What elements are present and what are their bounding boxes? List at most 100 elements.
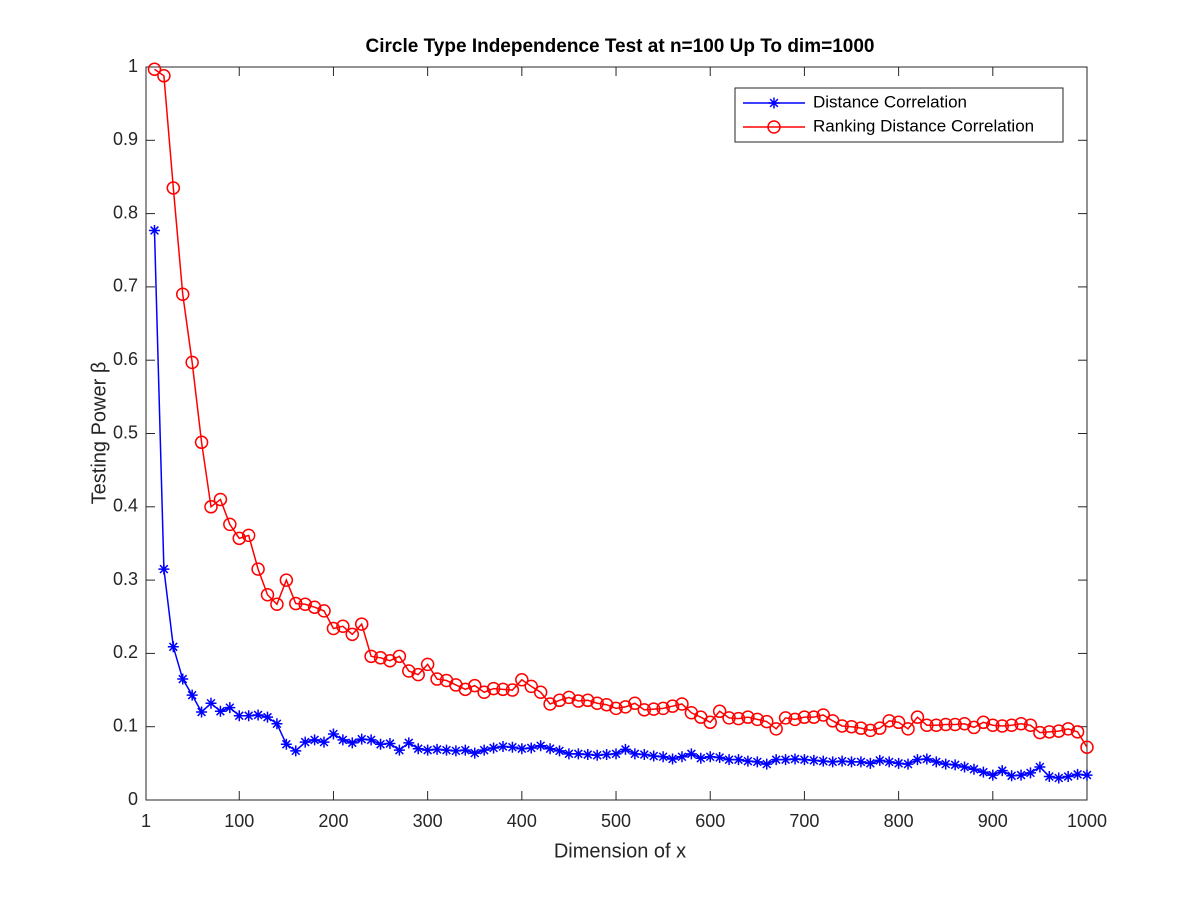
x-tick-label: 600: [695, 811, 725, 831]
x-tick-label: 100: [224, 811, 254, 831]
marker: [863, 723, 878, 738]
marker: [798, 754, 810, 766]
marker: [920, 718, 934, 732]
x-tick-label: 300: [413, 811, 443, 831]
marker: [440, 744, 452, 756]
marker: [996, 765, 1008, 777]
marker: [373, 651, 388, 665]
marker: [759, 714, 774, 729]
marker: [185, 355, 199, 370]
marker: [789, 753, 801, 765]
marker: [177, 673, 189, 685]
marker: [458, 682, 473, 697]
marker: [392, 649, 407, 664]
x-axis-label: Dimension of x: [554, 840, 686, 862]
marker: [515, 673, 529, 687]
marker: [431, 743, 443, 755]
series-line: [153, 230, 1088, 779]
marker: [194, 435, 209, 450]
marker: [703, 715, 717, 730]
marker: [157, 69, 171, 83]
marker: [910, 710, 925, 724]
marker: [893, 757, 905, 769]
marker: [571, 694, 586, 708]
marker: [742, 755, 754, 767]
marker: [411, 667, 425, 682]
marker: [959, 761, 971, 773]
marker: [486, 681, 501, 696]
x-tick-label: 1000: [1067, 811, 1107, 831]
x-tick-label: 800: [884, 811, 914, 831]
marker: [761, 758, 773, 770]
marker: [995, 719, 1009, 733]
marker: [1051, 724, 1066, 738]
marker: [731, 711, 746, 726]
marker: [543, 697, 557, 711]
marker: [318, 736, 330, 748]
marker: [676, 751, 688, 763]
marker: [478, 744, 490, 756]
marker: [224, 702, 236, 714]
marker: [533, 685, 548, 699]
marker: [704, 751, 716, 763]
marker: [864, 757, 876, 769]
plot-area: [145, 66, 1088, 801]
marker: [1070, 725, 1085, 739]
marker: [506, 741, 518, 753]
x-tick-label: 900: [978, 811, 1008, 831]
marker: [646, 702, 661, 716]
marker: [1053, 772, 1065, 784]
marker: [356, 733, 368, 745]
marker: [581, 693, 595, 708]
legend-label: Ranking Distance Correlation: [813, 116, 1034, 135]
y-tick-label: 1: [128, 56, 138, 76]
marker: [375, 738, 387, 750]
marker: [232, 531, 247, 546]
legend-box: [734, 87, 1064, 143]
marker: [1014, 717, 1028, 731]
y-axis-label: Testing Power β: [88, 362, 110, 505]
marker: [158, 563, 170, 575]
marker: [695, 752, 707, 764]
marker: [977, 766, 989, 778]
marker: [921, 753, 933, 765]
marker: [403, 737, 415, 749]
marker: [929, 718, 944, 732]
marker: [271, 718, 283, 730]
marker: [214, 705, 226, 717]
marker: [241, 528, 256, 543]
marker: [807, 710, 821, 724]
marker: [147, 62, 162, 76]
marker: [544, 743, 556, 755]
marker: [467, 678, 482, 693]
marker: [1061, 722, 1075, 736]
y-tick-label: 0.6: [113, 349, 138, 369]
marker: [554, 745, 566, 757]
marker: [675, 697, 689, 711]
marker: [420, 657, 435, 672]
marker: [797, 710, 812, 724]
marker: [768, 97, 780, 109]
marker: [307, 600, 322, 614]
marker: [290, 745, 302, 757]
x-tick-label: 1: [141, 811, 151, 831]
marker: [233, 710, 245, 722]
marker: [750, 712, 765, 727]
marker: [778, 711, 793, 725]
marker: [223, 517, 237, 532]
marker: [940, 758, 952, 770]
marker: [1024, 767, 1036, 779]
marker: [450, 745, 462, 757]
marker: [891, 715, 906, 730]
marker: [846, 756, 858, 768]
marker: [497, 740, 509, 752]
marker: [289, 596, 303, 611]
marker: [525, 742, 537, 754]
marker: [637, 703, 652, 717]
marker: [459, 744, 471, 756]
marker: [770, 754, 782, 766]
marker: [1080, 740, 1094, 754]
marker: [496, 682, 510, 697]
marker: [488, 742, 500, 754]
marker: [827, 756, 839, 768]
